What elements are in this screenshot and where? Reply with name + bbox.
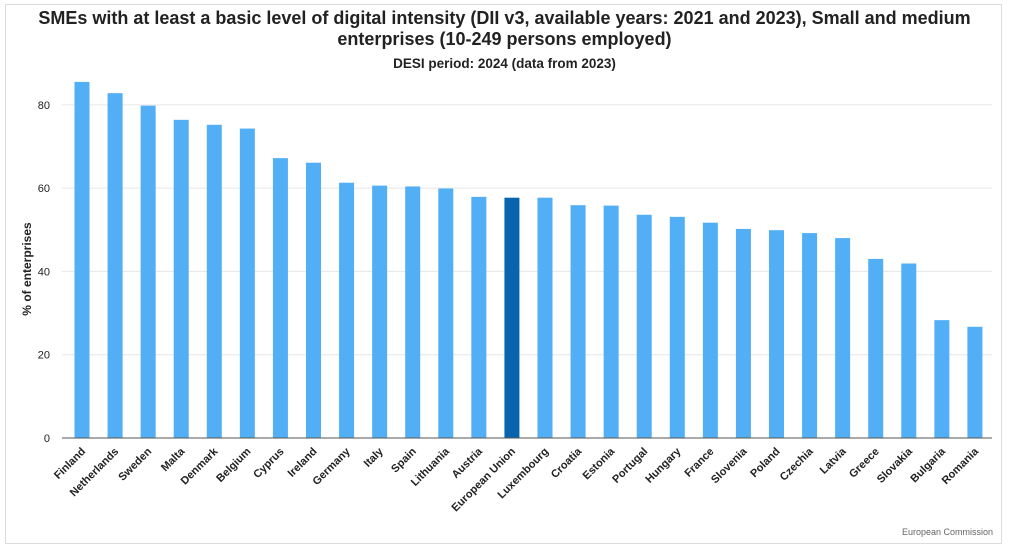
- x-tick-label: Czechia: [778, 445, 817, 484]
- bar-sweden[interactable]: [140, 105, 156, 439]
- bar-slovakia[interactable]: [901, 263, 917, 438]
- x-tick-label: Malta: [159, 445, 188, 474]
- bar-netherlands[interactable]: [107, 93, 123, 438]
- source-credit: European Commission: [901, 527, 993, 537]
- bar-ireland[interactable]: [306, 162, 321, 438]
- y-tick-label: 80: [38, 100, 50, 112]
- y-tick-label: 60: [38, 183, 50, 195]
- chart-title: SMEs with at least a basic level of digi…: [38, 8, 971, 49]
- bar-lithuania[interactable]: [438, 188, 454, 438]
- bar-italy[interactable]: [372, 185, 388, 438]
- bar-european-union[interactable]: [504, 197, 520, 438]
- bar-malta[interactable]: [173, 119, 189, 438]
- bar-latvia[interactable]: [835, 238, 851, 438]
- chart-frame: [5, 4, 1002, 544]
- bar-bulgaria[interactable]: [934, 320, 950, 438]
- x-tick-label: Belgium: [214, 445, 253, 484]
- bar-croatia[interactable]: [570, 205, 586, 438]
- bar-poland[interactable]: [769, 230, 784, 438]
- x-tick-label: Croatia: [549, 445, 585, 481]
- bar-portugal[interactable]: [636, 214, 652, 438]
- x-tick-label: Slovakia: [875, 445, 916, 486]
- bar-belgium[interactable]: [239, 128, 255, 438]
- x-tick-label: Hungary: [643, 445, 684, 486]
- x-tick-label: Romania: [940, 445, 982, 487]
- bar-slovenia[interactable]: [735, 228, 751, 438]
- gridlines: [62, 104, 992, 356]
- y-axis-ticks: 0 20 40 60 80: [38, 100, 50, 445]
- x-tick-label: Portugal: [610, 446, 650, 486]
- bar-czechia[interactable]: [802, 233, 818, 438]
- x-tick-label: Cyprus: [251, 446, 286, 481]
- bar-estonia[interactable]: [603, 205, 619, 438]
- y-axis-label: % of enterprises: [20, 222, 34, 316]
- bar-luxembourg[interactable]: [537, 197, 553, 438]
- y-tick-label: 40: [38, 266, 50, 278]
- x-tick-label: Spain: [389, 445, 419, 475]
- bar-finland[interactable]: [74, 81, 90, 438]
- x-tick-label: Latvia: [818, 445, 850, 477]
- chart-subtitle: DESI period: 2024 (data from 2023): [393, 56, 616, 71]
- bar-france[interactable]: [702, 222, 718, 438]
- x-tick-label: Denmark: [179, 445, 221, 487]
- x-tick-label: Sweden: [116, 445, 154, 483]
- x-tick-label: Slovenia: [709, 445, 750, 486]
- bars: [74, 81, 983, 439]
- y-tick-label: 20: [38, 350, 50, 362]
- bar-romania[interactable]: [967, 326, 983, 438]
- bar-cyprus[interactable]: [272, 158, 288, 438]
- x-tick-label: Italy: [362, 445, 387, 470]
- bar-denmark[interactable]: [206, 124, 222, 438]
- bar-hungary[interactable]: [669, 216, 685, 438]
- y-tick-label: 0: [44, 433, 50, 445]
- bar-greece[interactable]: [868, 258, 884, 438]
- bar-spain[interactable]: [405, 186, 421, 438]
- bar-germany[interactable]: [339, 182, 355, 438]
- bar-austria[interactable]: [471, 196, 487, 438]
